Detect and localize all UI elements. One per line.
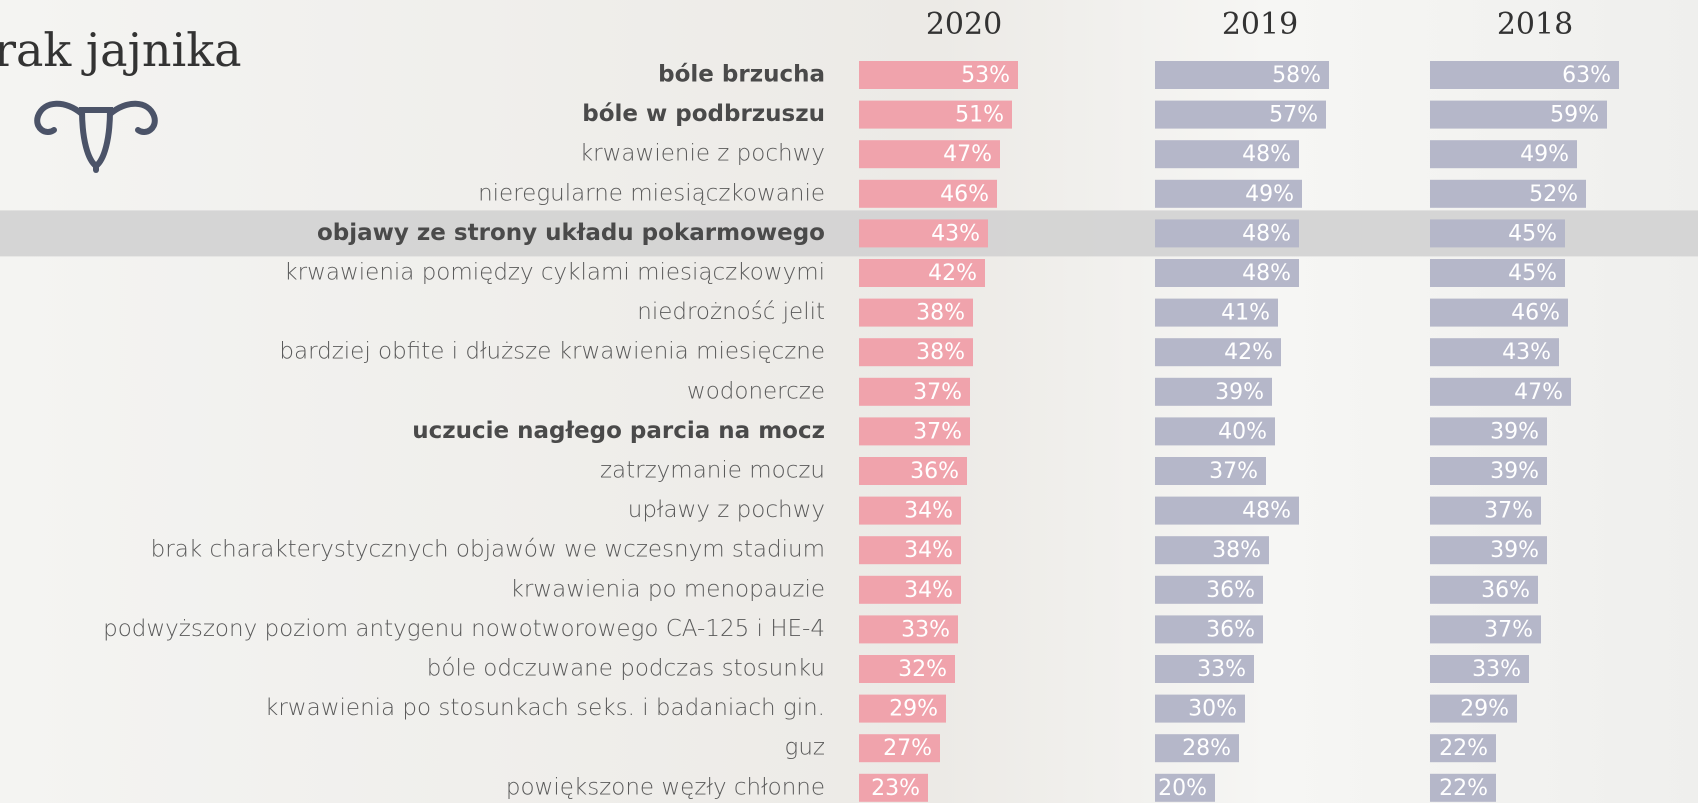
value-label: 38% [916, 301, 965, 326]
value-label: 38% [1212, 538, 1261, 563]
value-label: 33% [1472, 657, 1521, 682]
value-label: 36% [910, 459, 959, 484]
value-label: 39% [1215, 380, 1264, 405]
value-label: 51% [955, 103, 1004, 128]
value-label: 57% [1269, 103, 1318, 128]
category-label: powiększone węzły chłonne [506, 774, 825, 800]
series-year: 2018 [1497, 7, 1573, 42]
value-label: 23% [871, 776, 920, 801]
value-label: 49% [1245, 182, 1294, 207]
value-label: 28% [1182, 736, 1231, 761]
category-label: uczucie nagłego parcia na mocz [412, 418, 825, 444]
value-label: 42% [1224, 340, 1273, 365]
value-label: 29% [889, 697, 938, 722]
category-label: bóle odczuwane podczas stosunku [427, 656, 825, 682]
value-label: 59% [1550, 103, 1599, 128]
value-label: 22% [1439, 736, 1488, 761]
value-label: 48% [1242, 261, 1291, 286]
value-label: 27% [883, 736, 932, 761]
value-label: 34% [904, 499, 953, 524]
value-label: 52% [1529, 182, 1578, 207]
value-label: 36% [1206, 578, 1255, 603]
page: rak jajnika bóle brzucha bóle w podbrzusz… [0, 0, 1698, 803]
value-label: 38% [916, 340, 965, 365]
category-label: krwawienia pomiędzy cyklami miesiączkowy… [284, 260, 825, 286]
category-label: bóle w podbrzuszu [582, 101, 825, 127]
value-label: 30% [1188, 697, 1237, 722]
value-label: 48% [1242, 499, 1291, 524]
category-label: guz [785, 735, 825, 761]
value-label: 37% [1484, 617, 1533, 642]
category-label: objawy ze strony układu pokarmowego [317, 220, 825, 246]
value-label: 43% [1502, 340, 1551, 365]
value-label: 47% [1514, 380, 1563, 405]
category-label: zatrzymanie moczu [600, 458, 825, 484]
series-year: 2019 [1222, 7, 1298, 42]
value-label: 22% [1439, 776, 1488, 801]
value-label: 41% [1221, 301, 1270, 326]
value-label: 53% [961, 63, 1010, 88]
category-label: bóle brzucha [658, 62, 825, 88]
category-label: niedrożność jelit [637, 299, 825, 325]
value-label: 34% [904, 538, 953, 563]
value-label: 40% [1218, 419, 1267, 444]
category-label: krwawienie z pochwy [580, 141, 825, 167]
category-label: wodonercze [687, 378, 825, 404]
value-label: 20% [1158, 776, 1207, 801]
category-label: podwyższony poziom antygenu nowotworoweg… [103, 616, 825, 642]
value-label: 39% [1490, 419, 1539, 444]
category-label: nieregularne miesiączkowanie [478, 180, 825, 206]
value-label: 48% [1242, 142, 1291, 167]
category-label: upławy z pochwy [628, 497, 825, 523]
value-label: 34% [904, 578, 953, 603]
category-label: bardziej obfite i dłuższe krwawienia mie… [279, 339, 825, 365]
value-label: 37% [1209, 459, 1258, 484]
value-label: 45% [1508, 221, 1557, 246]
value-label: 39% [1490, 459, 1539, 484]
chart-title: rak jajnika [0, 23, 242, 77]
value-label: 42% [928, 261, 977, 286]
category-label: krwawienia po stosunkach seks. i badania… [265, 695, 825, 721]
value-label: 46% [1511, 301, 1560, 326]
value-label: 37% [913, 380, 962, 405]
value-label: 43% [931, 221, 980, 246]
value-label: 36% [1481, 578, 1530, 603]
value-label: 37% [1484, 499, 1533, 524]
value-label: 58% [1272, 63, 1321, 88]
value-label: 39% [1490, 538, 1539, 563]
category-label: brak charakterystycznych objawów we wcze… [151, 537, 825, 563]
category-label: krwawienia po menopauzie [511, 576, 825, 602]
series-year: 2020 [926, 7, 1002, 42]
value-label: 45% [1508, 261, 1557, 286]
value-label: 37% [913, 419, 962, 444]
value-label: 47% [943, 142, 992, 167]
value-label: 49% [1520, 142, 1569, 167]
value-label: 33% [901, 617, 950, 642]
value-label: 36% [1206, 617, 1255, 642]
value-label: 29% [1460, 697, 1509, 722]
value-label: 48% [1242, 221, 1291, 246]
value-label: 32% [898, 657, 947, 682]
value-label: 33% [1197, 657, 1246, 682]
value-label: 46% [940, 182, 989, 207]
value-label: 63% [1562, 63, 1611, 88]
chart: rak jajnika bóle brzucha bóle w podbrzusz… [0, 0, 1698, 803]
